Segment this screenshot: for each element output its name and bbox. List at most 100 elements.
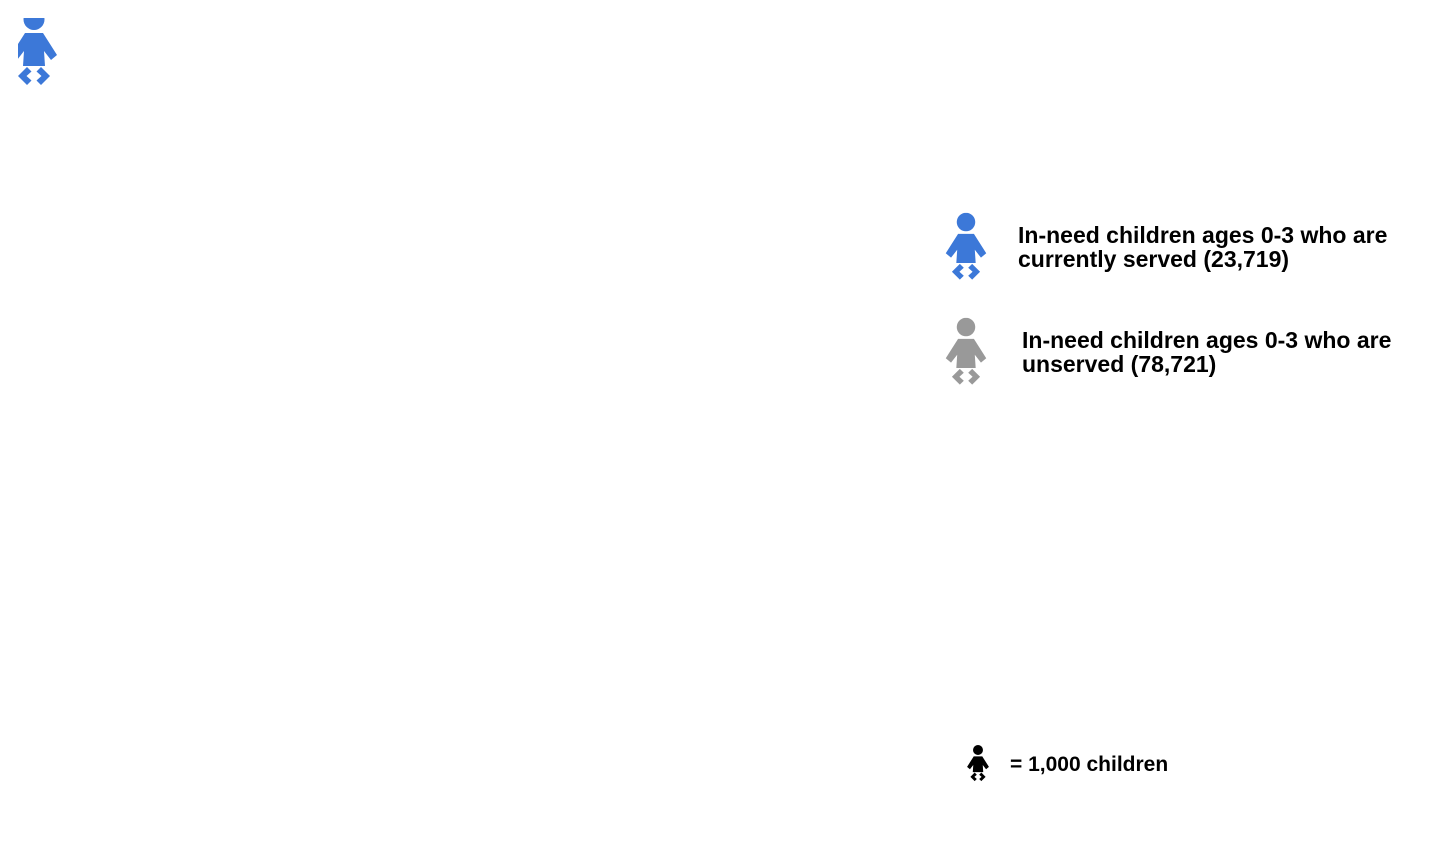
unserved-baby-icon (428, 395, 475, 471)
unserved-baby-icon (637, 684, 684, 761)
unserved-baby-icon (359, 298, 405, 375)
unserved-baby-icon (567, 298, 614, 375)
baby-icon (966, 745, 990, 783)
unserved-baby-icon (219, 588, 266, 664)
unserved-baby-icon (428, 781, 463, 857)
baby-icon (944, 313, 988, 393)
served-baby-icon (707, 9, 753, 85)
unserved-baby-icon (80, 491, 127, 568)
served-baby-icon (776, 9, 823, 85)
unserved-baby-icon (11, 781, 57, 857)
unserved-baby-icon (11, 491, 57, 568)
unserved-baby-icon (428, 684, 475, 761)
served-baby-icon (219, 9, 266, 85)
unserved-baby-icon (11, 588, 57, 664)
served-baby-icon (11, 105, 57, 182)
served-baby-icon (359, 105, 405, 182)
unserved-baby-icon (776, 298, 823, 375)
unserved-baby-icon (219, 781, 266, 857)
unserved-baby-icon (567, 202, 614, 278)
unserved-baby-icon (289, 781, 336, 857)
unserved-baby-icon (219, 491, 266, 568)
served-baby-icon (289, 105, 336, 182)
unserved-baby-icon (637, 202, 684, 278)
unserved-baby-icon (11, 395, 57, 471)
unserved-baby-icon (637, 395, 684, 471)
served-baby-icon (150, 105, 197, 182)
unserved-baby-icon (289, 684, 336, 761)
served-baby-icon (637, 9, 684, 85)
unserved-baby-icon (498, 588, 545, 664)
unserved-baby-icon (11, 684, 57, 761)
served-baby-icon (150, 9, 197, 85)
unserved-baby-icon (219, 684, 266, 761)
unserved-baby-icon (637, 491, 684, 568)
unserved-baby-icon (80, 781, 127, 857)
unserved-baby-icon (567, 491, 614, 568)
unserved-baby-icon (776, 588, 823, 664)
unserved-baby-icon (80, 298, 127, 375)
unserved-baby-icon (567, 588, 614, 664)
unserved-baby-icon (498, 684, 545, 761)
unserved-baby-icon (150, 395, 197, 471)
unserved-baby-icon (359, 202, 405, 278)
unserved-baby-icon (150, 298, 197, 375)
unserved-baby-icon (150, 684, 197, 761)
unserved-baby-icon (637, 588, 684, 664)
unserved-baby-icon (707, 491, 753, 568)
served-baby-icon (567, 9, 614, 85)
unserved-baby-icon (707, 588, 753, 664)
served-baby-icon (289, 9, 336, 85)
unserved-baby-icon (80, 202, 127, 278)
served-baby-icon (498, 9, 545, 85)
unserved-baby-icon (498, 202, 545, 278)
served-baby-icon (428, 9, 475, 85)
served-baby-icon (428, 105, 475, 182)
served-baby-icon (707, 105, 753, 182)
served-baby-icon (567, 105, 614, 182)
unserved-baby-icon (80, 395, 127, 471)
unserved-baby-icon (428, 298, 475, 375)
served-baby-icon (498, 105, 545, 182)
unserved-baby-icon (776, 491, 823, 568)
unserved-baby-icon (289, 202, 336, 278)
unserved-baby-icon (359, 781, 405, 857)
served-baby-icon (80, 105, 127, 182)
unserved-baby-icon (637, 298, 684, 375)
unserved-baby-icon (359, 491, 405, 568)
unserved-baby-icon (776, 395, 823, 471)
unserved-baby-icon (289, 588, 336, 664)
unserved-baby-icon (11, 298, 57, 375)
legend-item-served: In-need children ages 0-3 who are curren… (944, 208, 1438, 288)
served-baby-icon (637, 105, 684, 182)
unserved-baby-icon (567, 395, 614, 471)
unserved-baby-icon (428, 202, 475, 278)
unserved-baby-icon (428, 588, 475, 664)
unserved-baby-icon (80, 684, 127, 761)
unserved-baby-icon (80, 588, 127, 664)
unserved-baby-icon (428, 491, 475, 568)
unserved-baby-icon (150, 588, 197, 664)
unserved-baby-icon (150, 781, 197, 857)
legend-item-scale: = 1,000 children (966, 745, 1168, 783)
unserved-baby-icon (359, 588, 405, 664)
pictograph-chart (11, 9, 823, 857)
unserved-baby-icon (498, 491, 545, 568)
unserved-baby-icon (289, 395, 336, 471)
unserved-baby-icon (498, 298, 545, 375)
unserved-baby-icon (289, 298, 336, 375)
unserved-baby-icon (150, 202, 197, 278)
unserved-baby-icon (359, 684, 405, 761)
served-baby-icon (11, 9, 57, 85)
baby-icon (944, 208, 988, 288)
unserved-baby-icon (150, 491, 197, 568)
unserved-baby-icon (776, 684, 823, 761)
unserved-baby-icon (707, 395, 753, 471)
unserved-baby-icon (707, 298, 753, 375)
scale-label: = 1,000 children (1010, 752, 1169, 776)
legend-label-unserved: In-need children ages 0-3 who are unserv… (1022, 327, 1392, 377)
legend-item-unserved: In-need children ages 0-3 who are unserv… (944, 313, 1442, 393)
unserved-baby-icon (11, 202, 57, 278)
served-baby-icon (219, 105, 266, 182)
served-baby-icon (80, 9, 127, 85)
